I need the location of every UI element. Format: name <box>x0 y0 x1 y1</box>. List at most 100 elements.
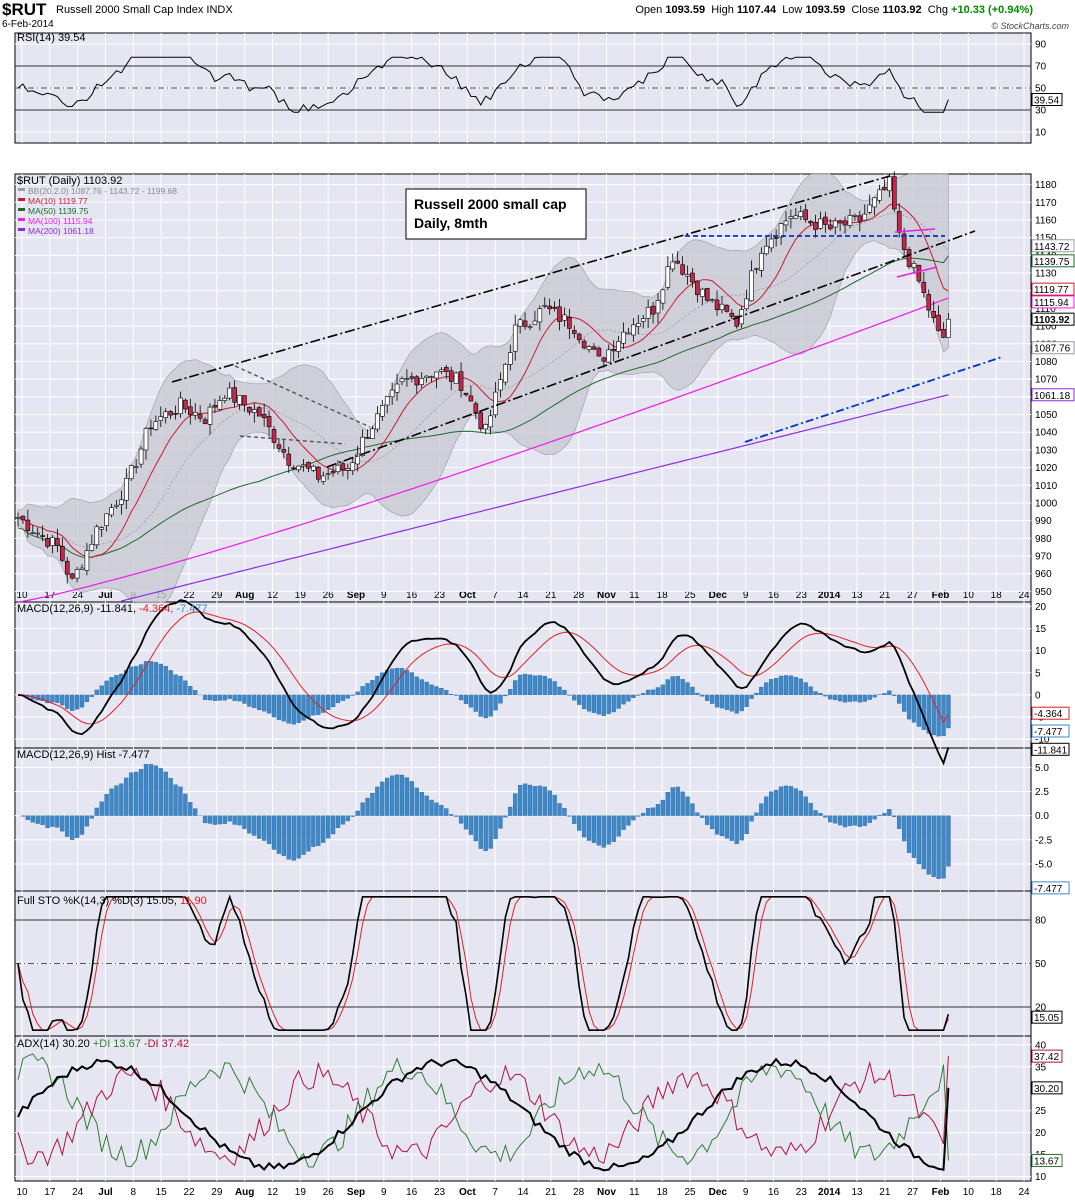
annotation-line2: Daily, 8mth <box>414 215 488 231</box>
y-tick-rsi-2: 50 <box>1035 84 1047 95</box>
macd-bar-39 <box>207 694 213 701</box>
candle-body-99 <box>503 364 508 383</box>
hist-bar-161 <box>808 802 813 816</box>
candle-body-114 <box>576 333 582 341</box>
hist-bar-141 <box>709 815 715 830</box>
candle-body-11 <box>69 573 75 579</box>
x-tick-price-16: Oct <box>459 590 476 601</box>
x-tick-price-19: 21 <box>545 590 557 601</box>
ma10-line <box>17 202 949 559</box>
macd-bar-49 <box>257 694 262 711</box>
macd-bar-169 <box>847 694 853 702</box>
candle-body-23 <box>128 465 134 480</box>
hist-bar-185 <box>926 815 931 875</box>
hist-bar-50 <box>261 815 267 841</box>
macd-bar-9 <box>60 694 65 706</box>
candle-body-87 <box>444 367 449 372</box>
candle-body-94 <box>478 412 484 430</box>
macd-bar-128 <box>645 689 651 696</box>
hist-bar-178 <box>892 815 897 817</box>
candle-body-77 <box>394 383 400 393</box>
x-tick-bottom-16: Oct <box>459 1187 476 1198</box>
hist-bar-71 <box>365 797 370 816</box>
y-tick-price-2: 1160 <box>1035 215 1057 226</box>
candle-body-21 <box>119 499 124 505</box>
y-tick-adx-1: 35 <box>1035 1062 1047 1073</box>
x-tick-price-32: 27 <box>907 590 919 601</box>
x-tick-bottom-29: 2014 <box>818 1187 841 1198</box>
macd-bar-107 <box>542 675 547 696</box>
y-tick-price-10: 1080 <box>1035 357 1058 368</box>
y-tick-macd-6: -10 <box>1035 735 1050 746</box>
macd-bar-90 <box>458 694 464 701</box>
y-tick-price-21: 970 <box>1035 552 1052 563</box>
hist-bar-65 <box>335 815 341 829</box>
hist-bar-14 <box>84 815 90 827</box>
macd-bar-142 <box>714 694 720 708</box>
candle-body-178 <box>891 176 897 210</box>
macd-title-signal: -4.364, <box>139 603 176 615</box>
hist-bar-156 <box>783 785 789 816</box>
bollinger-band <box>17 173 949 603</box>
hist-bar-169 <box>847 815 853 826</box>
y-tick-rsi-1: 70 <box>1035 62 1047 73</box>
hist-bar-28 <box>153 765 158 816</box>
candle-body-57 <box>296 465 301 471</box>
hist-bar-147 <box>739 815 744 841</box>
adx-tag-0: 37.42 <box>1034 1052 1059 1063</box>
candle-body-18 <box>104 513 109 526</box>
candle-body-81 <box>414 376 420 386</box>
y-tick-price-17: 1010 <box>1035 481 1058 492</box>
x-tick-price-36: 24 <box>1018 590 1030 601</box>
macd-bar-25 <box>138 664 144 696</box>
hist-bar-7 <box>50 815 55 827</box>
legend-swatch-0 <box>18 188 25 191</box>
candle-body-44 <box>232 387 237 403</box>
hist-bar-24 <box>134 771 139 816</box>
macd-bar-40 <box>212 694 218 701</box>
macd-bar-151 <box>759 686 764 696</box>
hist-bar-56 <box>291 815 296 861</box>
index-name-text: Russell 2000 Small Cap Index <box>56 4 204 16</box>
macd-title: MACD(12,26,9) -11.841, -4.364, -7.477 <box>17 603 208 615</box>
macd-bar-188 <box>941 694 946 736</box>
y-tick-price-23: 950 <box>1035 587 1052 598</box>
candle-body-142 <box>714 299 720 311</box>
price-tag-box-4 <box>1031 312 1075 326</box>
candle-body-8 <box>55 538 60 547</box>
macd-bar-102 <box>517 674 523 696</box>
hist-bar-8 <box>55 815 60 828</box>
candle-body-115 <box>581 340 587 349</box>
macd-tag-0: -4.364 <box>1034 709 1063 720</box>
x-tick-price-26: 9 <box>743 590 749 601</box>
chg-label: Chg <box>927 4 948 16</box>
candle-body-37 <box>197 414 203 419</box>
x-tick-bottom-22: 11 <box>629 1187 640 1198</box>
candle-body-175 <box>877 189 882 201</box>
channel-upper-line <box>171 175 891 383</box>
macd-bar-138 <box>695 692 700 696</box>
hist-bar-159 <box>798 790 803 816</box>
candle-body-131 <box>660 289 666 304</box>
legend-swatch-4 <box>18 228 25 231</box>
candle-body-56 <box>291 467 296 470</box>
candle-body-136 <box>685 274 690 277</box>
candle-body-32 <box>173 413 178 415</box>
rsi-tag: 39.54 <box>1034 96 1059 107</box>
candle-body-120 <box>606 349 612 363</box>
hist-bar-180 <box>901 815 907 842</box>
hist-bar-131 <box>660 799 666 816</box>
candle-body-134 <box>675 260 680 264</box>
chg-value: +10.33 (+0.94%) <box>951 4 1033 16</box>
hist-bar-129 <box>650 807 656 816</box>
macd-bar-189 <box>946 694 951 729</box>
macd-bar-147 <box>739 694 744 712</box>
candle-body-119 <box>601 357 607 362</box>
hist-bar-97 <box>493 815 498 840</box>
close-value: 1103.92 <box>882 4 922 16</box>
price-panel-title: $RUT (Daily) 1103.92 <box>17 175 122 187</box>
rsi-line <box>17 56 949 113</box>
macd-bar-88 <box>449 693 454 696</box>
macd-bar-135 <box>680 679 685 696</box>
macd-bar-105 <box>532 675 538 696</box>
